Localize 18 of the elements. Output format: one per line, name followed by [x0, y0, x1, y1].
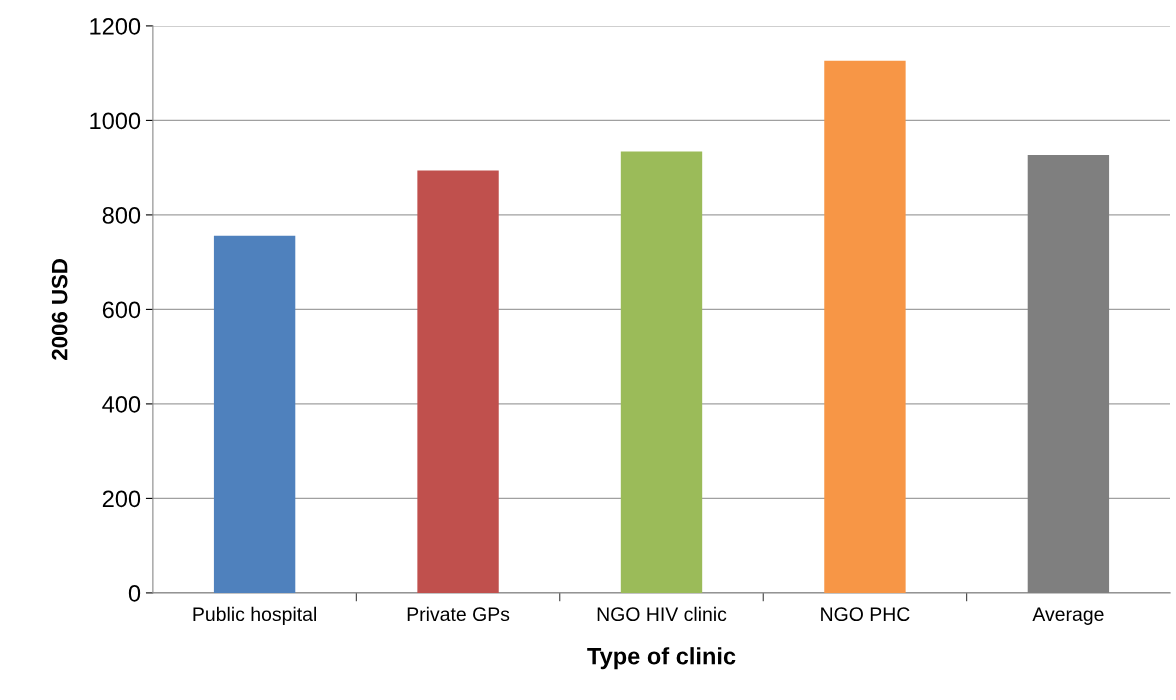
bar [824, 60, 906, 593]
bar [620, 151, 703, 593]
x-tick-label: Private GPs [407, 606, 510, 622]
y-tick-label: 1000 [90, 112, 141, 130]
x-tick-label: NGO PHC [821, 607, 910, 622]
x-tick-label: Average [1032, 607, 1104, 625]
y-tick-label: 600 [102, 301, 141, 319]
y-tick-label: 0 [128, 584, 141, 602]
bar [213, 235, 296, 593]
y-tick-label: 800 [102, 206, 141, 224]
x-tick-label: NGO HIV clinic [597, 606, 727, 622]
x-tick-label: Public hospital [193, 606, 316, 625]
y-tick-label: 200 [102, 490, 141, 508]
x-axis-title: Type of clinic [587, 647, 736, 670]
bar [417, 170, 499, 593]
y-tick-label: 400 [102, 395, 141, 413]
y-axis-title: 2006 USD [51, 259, 68, 360]
y-tick-label: 1200 [90, 17, 141, 35]
